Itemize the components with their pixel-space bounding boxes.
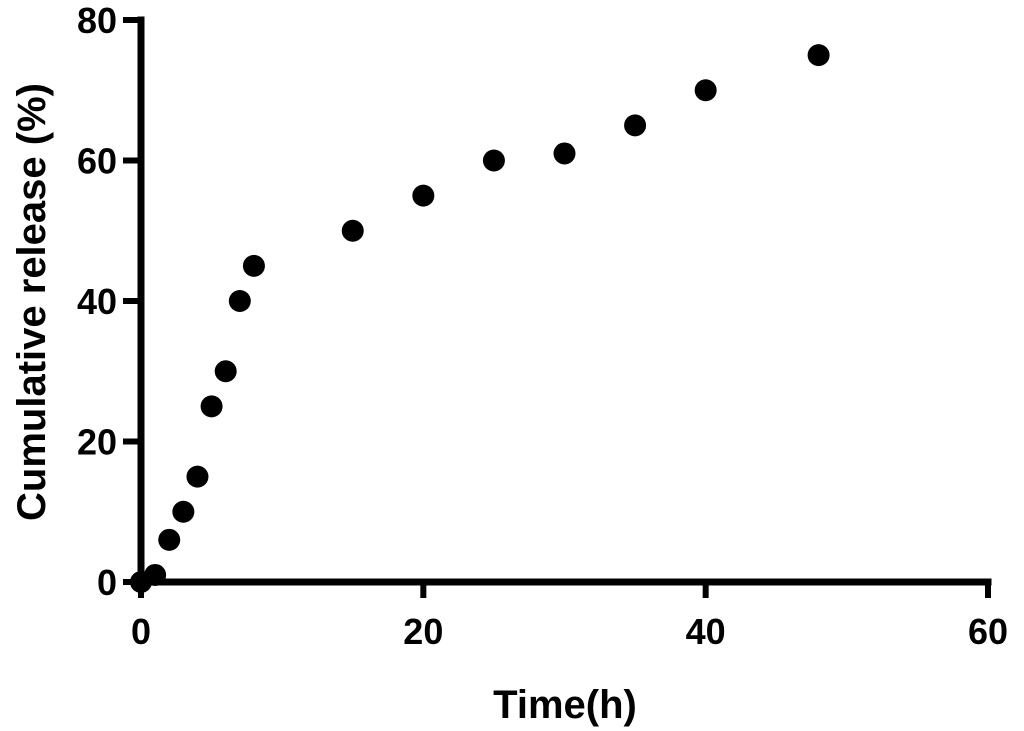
data-point: [228, 290, 251, 312]
x-axis-ticks: 0 20 40 60: [131, 582, 1008, 652]
data-point: [158, 528, 181, 551]
data-point: [214, 360, 237, 383]
data-point: [144, 563, 167, 586]
data-point: [624, 114, 647, 137]
x-tick-label: 40: [686, 611, 726, 652]
data-point: [412, 184, 435, 207]
y-axis-ticks: 0 20 40 60 80: [77, 0, 141, 603]
data-point: [242, 254, 265, 277]
x-tick-label: 20: [403, 611, 443, 652]
y-tick-label: 80: [77, 0, 117, 41]
data-point: [482, 149, 505, 172]
y-tick-label: 20: [77, 422, 117, 463]
x-axis-title: Time(h): [493, 683, 637, 727]
y-tick-label: 60: [77, 141, 117, 182]
y-tick-label: 40: [77, 281, 117, 322]
y-tick-label: 0: [97, 562, 117, 603]
data-point: [807, 44, 830, 67]
x-tick-label: 60: [968, 611, 1008, 652]
data-point: [172, 500, 195, 523]
data-point: [200, 395, 223, 418]
data-point: [694, 79, 717, 102]
data-points: [130, 44, 830, 593]
data-point: [553, 142, 576, 165]
x-tick-label: 0: [131, 611, 151, 652]
data-point: [341, 219, 364, 242]
y-axis-title: Cumulative release (%): [10, 83, 54, 521]
data-point: [186, 465, 209, 488]
